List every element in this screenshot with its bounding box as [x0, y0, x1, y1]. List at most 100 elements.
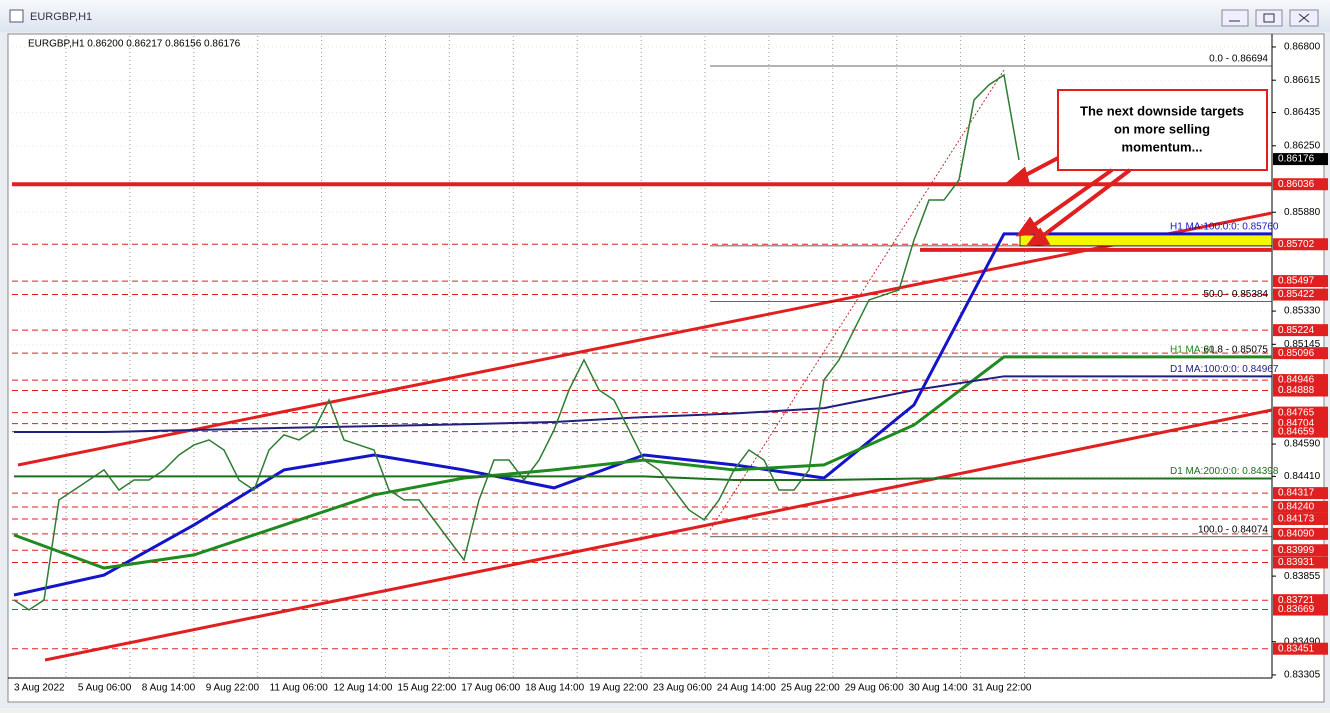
x-tick-label: 19 Aug 22:00 — [589, 683, 648, 694]
level-label-box — [1273, 527, 1328, 540]
level-label-box — [1273, 288, 1328, 301]
x-tick-label: 9 Aug 22:00 — [206, 683, 260, 694]
level-label: 0.84704 — [1278, 418, 1315, 429]
x-tick-label: 5 Aug 06:00 — [78, 683, 132, 694]
y-tick-label: 0.86435 — [1284, 107, 1321, 118]
close-glyph — [1298, 13, 1310, 23]
level-label: 0.84090 — [1278, 529, 1315, 540]
level-label: 0.83669 — [1278, 604, 1315, 615]
level-label-box — [1273, 594, 1328, 607]
level-label-box — [1273, 374, 1328, 387]
level-label: 0.85224 — [1278, 325, 1315, 336]
current-price-label: 0.86176 — [1278, 154, 1315, 165]
window-icon — [9, 9, 24, 23]
level-label: 0.85497 — [1278, 276, 1315, 287]
y-tick-label: 0.85880 — [1284, 207, 1321, 218]
level-label: 0.84173 — [1278, 514, 1315, 525]
maximize-glyph — [1263, 13, 1275, 23]
y-tick-label: 0.83490 — [1284, 636, 1321, 647]
level-label: 0.85096 — [1278, 348, 1315, 359]
x-tick-label: 24 Aug 14:00 — [717, 683, 776, 694]
level-label-box — [1273, 425, 1328, 438]
level-label-box — [1273, 238, 1328, 251]
x-tick-label: 23 Aug 06:00 — [653, 683, 712, 694]
level-label: 0.84946 — [1278, 375, 1315, 386]
support-bar — [920, 247, 1272, 252]
fib-trend — [709, 69, 1005, 531]
fib-label: 61.8 - 0.85075 — [1204, 345, 1269, 356]
level-label: 0.83999 — [1278, 545, 1315, 556]
fib-label: 50.0 - 0.85384 — [1204, 289, 1269, 300]
y-tick-label: 0.83305 — [1284, 670, 1321, 681]
level-label: 0.84888 — [1278, 385, 1315, 396]
y-tick-label: 0.83855 — [1284, 571, 1321, 582]
level-label-box — [1273, 275, 1328, 288]
level-label-box — [1273, 512, 1328, 525]
maximize-button[interactable] — [1255, 9, 1283, 27]
fib-label: 100.0 - 0.84074 — [1198, 524, 1268, 535]
ma-label: H1 MA:20 — [1170, 345, 1215, 356]
level-label-box — [1273, 556, 1328, 569]
y-tick-label: 0.86250 — [1284, 140, 1321, 151]
x-tick-label: 31 Aug 22:00 — [973, 683, 1032, 694]
level-label-box — [1273, 544, 1328, 557]
level-label: 0.84659 — [1278, 426, 1315, 437]
level-label: 0.83451 — [1278, 643, 1315, 654]
level-label: 0.85702 — [1278, 239, 1315, 250]
annotation-text: The next downside targets — [1080, 103, 1244, 118]
ma-label: D1 MA:100:0:0: 0.84967 — [1170, 364, 1279, 375]
moving-average — [13, 232, 1272, 597]
annotation-text: momentum... — [1122, 139, 1203, 154]
x-tick-label: 8 Aug 14:00 — [142, 683, 196, 694]
current-price-box — [1273, 153, 1328, 166]
level-label-box — [1273, 384, 1328, 397]
level-label: 0.84317 — [1278, 488, 1315, 499]
level-label-box — [1273, 642, 1328, 655]
window-title: EURGBP,H1 — [30, 11, 92, 23]
x-tick-label: 12 Aug 14:00 — [334, 683, 393, 694]
x-tick-label: 29 Aug 06:00 — [845, 683, 904, 694]
title-bar — [0, 0, 1330, 32]
y-tick-label: 0.86800 — [1284, 42, 1321, 53]
x-tick-label: 25 Aug 22:00 — [781, 683, 840, 694]
x-tick-label: 30 Aug 14:00 — [909, 683, 968, 694]
y-tick-label: 0.85145 — [1284, 339, 1321, 350]
y-tick-label: 0.84590 — [1284, 439, 1321, 450]
level-label: 0.85422 — [1278, 289, 1315, 300]
x-tick-label: 3 Aug 2022 — [14, 683, 65, 694]
x-tick-label: 17 Aug 06:00 — [461, 683, 520, 694]
target-zone — [1019, 233, 1273, 247]
chart-header: EURGBP,H1 0.86200 0.86217 0.86156 0.8617… — [28, 39, 241, 50]
y-tick-label: 0.86615 — [1284, 75, 1321, 86]
level-label-box — [1273, 178, 1328, 191]
fib-label: 0.0 - 0.86694 — [1209, 54, 1268, 65]
annotation-text: on more selling — [1114, 121, 1210, 136]
level-label-box — [1273, 347, 1328, 360]
level-label-box — [1273, 500, 1328, 513]
moving-average — [13, 355, 1272, 570]
channel-upper — [17, 211, 1273, 467]
x-tick-label: 15 Aug 22:00 — [397, 683, 456, 694]
level-label-box — [1273, 406, 1328, 419]
level-label-box — [1273, 603, 1328, 616]
level-label: 0.83931 — [1278, 557, 1315, 568]
x-tick-label: 18 Aug 14:00 — [525, 683, 584, 694]
minimize-button[interactable] — [1221, 9, 1249, 27]
price-line — [13, 73, 1020, 611]
level-label: 0.86036 — [1278, 179, 1315, 190]
level-label-box — [1273, 487, 1328, 500]
moving-average — [14, 375, 1272, 434]
annotation-arrows — [1005, 156, 1132, 247]
level-label: 0.83721 — [1278, 595, 1315, 606]
annotation-box — [1057, 89, 1268, 171]
channel-lower — [44, 408, 1273, 662]
moving-average — [14, 475, 1272, 481]
level-label-box — [1273, 324, 1328, 337]
ma-label: H1 MA:100:0:0: 0.85760 — [1170, 221, 1279, 232]
x-tick-label: 11 Aug 06:00 — [270, 683, 329, 694]
level-label: 0.84765 — [1278, 407, 1315, 418]
y-tick-label: 0.84410 — [1284, 471, 1321, 482]
y-tick-label: 0.85330 — [1284, 306, 1321, 317]
level-label: 0.84240 — [1278, 502, 1315, 513]
